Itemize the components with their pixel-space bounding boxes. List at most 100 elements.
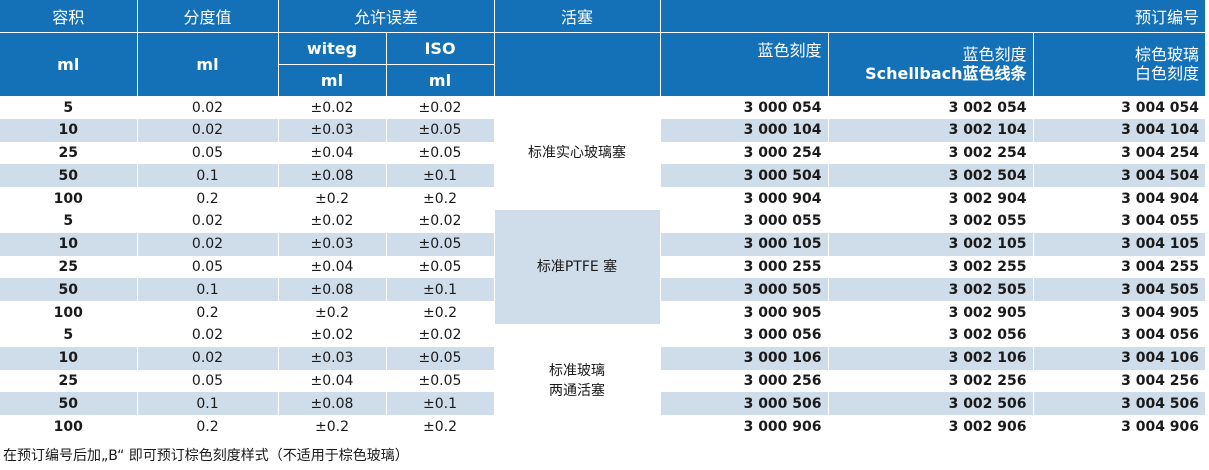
cell-order-amber: 3 004 104 xyxy=(1033,118,1206,142)
cell-order-blue: 3 000 055 xyxy=(660,209,829,233)
cell-volume: 100 xyxy=(0,187,138,210)
cell-order-schellbach: 3 002 904 xyxy=(828,187,1034,210)
cell-graduation: 0.02 xyxy=(137,96,279,119)
header-schellbach-line1: 蓝色刻度 xyxy=(962,45,1027,64)
cell-graduation: 0.05 xyxy=(137,255,279,279)
cell-tolerance-iso: ±0.1 xyxy=(386,164,495,188)
cell-volume: 5 xyxy=(0,209,138,233)
cell-order-schellbach: 3 002 905 xyxy=(828,301,1034,324)
cell-tolerance-witeg: ±0.03 xyxy=(278,232,387,256)
cell-order-amber: 3 004 906 xyxy=(1121,418,1200,435)
cell-graduation: 0.02 xyxy=(137,118,279,142)
cell-order-amber: 3 004 255 xyxy=(1121,258,1200,275)
cell-order-blue: 3 000 506 xyxy=(660,392,829,416)
header-stopcock-blank xyxy=(494,32,661,97)
cell-order-schellbach: 3 002 055 xyxy=(828,209,1034,233)
stopcock-label-line: 两通活塞 xyxy=(549,382,606,399)
cell-order-blue: 3 000 505 xyxy=(660,278,829,302)
cell-volume: 5 xyxy=(0,96,138,119)
cell-tolerance-witeg: ±0.02 xyxy=(278,96,387,119)
header-graduation-unit: ml xyxy=(137,32,279,97)
cell-order-schellbach: 3 002 054 xyxy=(828,96,1034,119)
cell-graduation: 0.05 xyxy=(137,369,279,393)
table-row: 10 0.02 ±0.03 ±0.05 3 000 105 3 002 105 3 004 … xyxy=(0,232,1206,256)
cell-tolerance-witeg: ±0.08 xyxy=(278,278,387,302)
cell-order-amber: 3 004 506 xyxy=(1033,392,1206,416)
table-row: 10 0.02 ±0.03 ±0.05 3 000 106 3 002 106 3 004 … xyxy=(0,346,1206,370)
cell-volume: 50 xyxy=(0,392,138,416)
header-blue-graduation: 蓝色刻度 xyxy=(660,32,829,97)
cell-tolerance-witeg: ±0.02 xyxy=(278,209,387,233)
cell-graduation: 0.2 xyxy=(137,415,279,438)
table-body: 5 0.02 ±0.02 ±0.02 标准实心玻璃塞 3 000 054 3 002 054… xyxy=(0,96,1206,438)
cell-tolerance-iso: ±0.05 xyxy=(386,346,495,370)
table-row: 50 0.1 ±0.08 ±0.1 3 000 505 3 002 505 3 004 50… xyxy=(0,278,1206,302)
table-row: 5 0.02 ±0.02 ±0.02 标准玻璃 两通活塞 3 000 056 3 002 05… xyxy=(0,323,1205,438)
cell-graduation: 0.1 xyxy=(137,278,279,302)
cell-graduation: 0.1 xyxy=(137,392,279,416)
cell-tolerance-iso: ±0.05 xyxy=(386,118,495,142)
header-schellbach-line2: Schellbach蓝色线条 xyxy=(865,64,1027,83)
cell-order-schellbach: 3 002 505 xyxy=(828,278,1034,302)
cell-order-blue: 3 000 254 xyxy=(660,141,829,165)
cell-graduation: 0.02 xyxy=(137,346,279,370)
cell-order-schellbach: 3 002 105 xyxy=(828,232,1034,256)
cell-volume: 25 xyxy=(0,141,138,165)
cell-order-schellbach: 3 002 106 xyxy=(828,346,1034,370)
cell-order-blue: 3 000 054 xyxy=(660,96,829,119)
cell-tolerance-iso: ±0.05 xyxy=(386,232,495,256)
cell-order-schellbach: 3 002 255 xyxy=(828,255,1034,279)
cell-order-blue: 3 000 905 xyxy=(660,301,829,324)
cell-order-schellbach: 3 002 056 xyxy=(828,323,1034,347)
cell-stopcock-type: 标准PTFE 塞 xyxy=(494,209,661,324)
table-row: 50 0.1 ±0.08 ±0.1 3 000 506 3 002 506 3 004 50… xyxy=(0,392,1206,416)
cell-order-blue: 3 000 904 xyxy=(660,187,829,210)
header-witeg: witeg xyxy=(278,32,387,65)
cell-tolerance-witeg: ±0.04 xyxy=(278,255,387,279)
stopcock-label-line: 标准PTFE 塞 xyxy=(536,258,618,275)
header-amber-line2: 白色刻度 xyxy=(1135,64,1200,83)
table-row: 50 0.1 ±0.08 ±0.1 3 000 504 3 002 504 3 004 50… xyxy=(0,164,1206,188)
cell-order-amber: 3 004 054 xyxy=(1121,99,1200,116)
cell-order-blue: 3 000 906 xyxy=(660,415,829,438)
stopcock-label-line: 标准玻璃 xyxy=(549,362,606,379)
header-graduation: 分度值 xyxy=(137,0,279,33)
cell-volume: 25 xyxy=(0,255,138,279)
table-row: 25 0.05 ±0.04 ±0.05 3 000 255 3 002 255 3 004 … xyxy=(0,255,1205,279)
cell-tolerance-witeg: ±0.03 xyxy=(278,346,387,370)
cell-order-blue: 3 000 255 xyxy=(660,255,829,279)
cell-order-amber: 3 004 055 xyxy=(1121,213,1200,230)
table-row: 10 0.02 ±0.03 ±0.05 3 000 104 3 002 104 3 004 … xyxy=(0,118,1206,142)
header-amber: 棕色玻璃 白色刻度 xyxy=(1033,32,1206,97)
cell-order-blue: 3 000 106 xyxy=(660,346,829,370)
cell-tolerance-witeg: ±0.08 xyxy=(278,392,387,416)
cell-volume: 10 xyxy=(0,232,138,256)
cell-tolerance-witeg: ±0.02 xyxy=(278,323,387,347)
header-witeg-unit: ml xyxy=(278,64,387,97)
cell-order-amber: 3 004 105 xyxy=(1033,232,1206,256)
cell-volume: 5 xyxy=(0,323,138,347)
cell-tolerance-iso: ±0.05 xyxy=(386,369,495,393)
cell-stopcock-type: 标准实心玻璃塞 xyxy=(494,96,661,210)
header-volume-unit: ml xyxy=(0,32,138,97)
cell-order-blue: 3 000 056 xyxy=(660,323,829,347)
cell-volume: 50 xyxy=(0,278,138,302)
cell-graduation: 0.2 xyxy=(137,187,279,210)
cell-order-amber: 3 004 504 xyxy=(1033,164,1206,188)
cell-order-schellbach: 3 002 504 xyxy=(828,164,1034,188)
header-iso: ISO xyxy=(386,32,495,65)
cell-tolerance-iso: ±0.2 xyxy=(386,301,495,324)
cell-order-blue: 3 000 104 xyxy=(660,118,829,142)
cell-tolerance-witeg: ±0.2 xyxy=(278,415,387,438)
cell-order-amber: 3 004 254 xyxy=(1121,144,1200,161)
cell-volume: 100 xyxy=(0,301,138,324)
table-row: 100 0.2 ±0.2 ±0.2 3 000 906 3 002 906 3 004 90… xyxy=(0,415,1205,438)
cell-graduation: 0.02 xyxy=(137,323,279,347)
cell-tolerance-witeg: ±0.08 xyxy=(278,164,387,188)
header-tolerance: 允许误差 xyxy=(278,0,495,33)
cell-tolerance-iso: ±0.05 xyxy=(386,141,495,165)
header-order-no: 预订编号 xyxy=(660,0,1206,33)
cell-order-amber: 3 004 904 xyxy=(1121,190,1200,207)
table-row: 100 0.2 ±0.2 ±0.2 3 000 905 3 002 905 3 004 90… xyxy=(0,301,1205,324)
